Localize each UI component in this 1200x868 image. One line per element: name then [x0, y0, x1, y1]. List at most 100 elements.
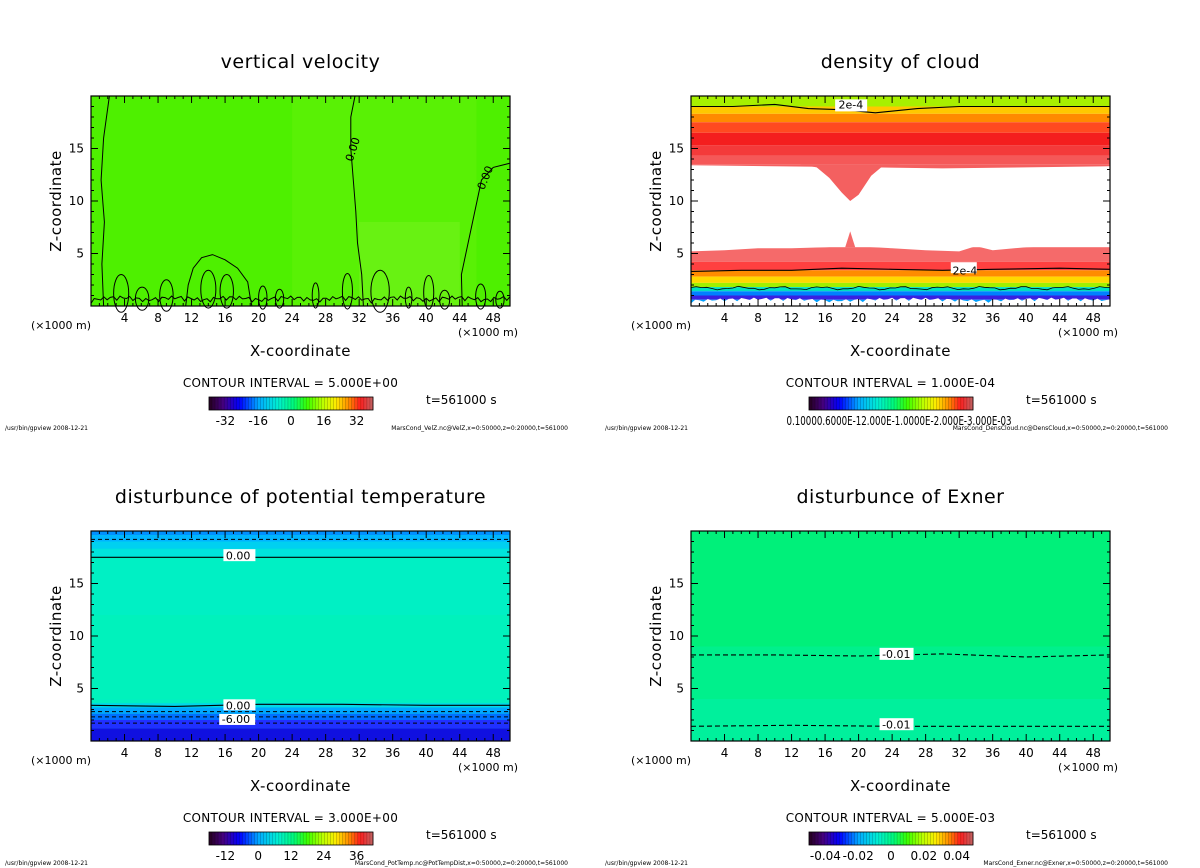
cloud-band [691, 276, 1110, 283]
colorbar-swatch [351, 397, 356, 410]
x-tick-label: 12 [784, 311, 799, 325]
y-tick-label: 10 [669, 194, 684, 208]
contour-line [185, 254, 253, 307]
colorbar-swatch [269, 832, 274, 845]
field-image [690, 96, 1111, 306]
colorbar-swatch [809, 832, 813, 845]
colorbar-swatch [212, 832, 216, 845]
colorbar-swatch [306, 832, 310, 845]
colorbar-swatch [954, 397, 959, 410]
colorbar-swatch [239, 832, 243, 845]
x-unit-label-left: (×1000 m) [631, 754, 691, 767]
colorbar [808, 396, 974, 411]
colorbar-swatch [894, 832, 898, 845]
contour-label: 2e-4 [838, 99, 863, 112]
colorbar-swatch [957, 397, 962, 410]
colorbar-swatch [257, 397, 262, 410]
colorbar-swatch [318, 832, 322, 845]
colorbar-swatch [330, 397, 334, 410]
colorbar-swatch [930, 832, 934, 845]
colorbar-swatch [357, 397, 362, 410]
temperature-band [91, 615, 510, 699]
x-tick-label: 40 [1019, 311, 1034, 325]
colorbar-swatch [848, 397, 852, 410]
colorbar-swatch [348, 832, 353, 845]
colorbar-tick-label: -0.02 [843, 849, 874, 863]
x-tick-label: 8 [754, 311, 762, 325]
colorbar-swatch [945, 397, 950, 410]
cloud-band [691, 155, 1110, 165]
colorbar-swatch [851, 397, 855, 410]
x-unit-label-left: (×1000 m) [631, 319, 691, 332]
colorbar-swatch [230, 832, 234, 845]
x-axis-title: X-coordinate [850, 342, 951, 360]
y-tick-label: 10 [69, 194, 84, 208]
x-tick-label: 36 [985, 746, 1000, 760]
x-tick-label: 40 [1019, 746, 1034, 760]
colorbar-swatch [933, 832, 937, 845]
colorbar-swatch [360, 832, 365, 845]
colorbar-swatch [887, 397, 892, 410]
colorbar-swatch [281, 832, 286, 845]
contour-label-bg [879, 647, 914, 660]
colorbar-swatch [857, 397, 862, 410]
colorbar-swatch [218, 397, 222, 410]
contour-line [350, 95, 364, 307]
y-tick-label: 15 [69, 142, 84, 156]
colorbar-swatch [266, 397, 271, 410]
temperature-band [91, 557, 510, 615]
x-unit-label-right: (×1000 m) [1058, 761, 1118, 774]
field-patch [359, 222, 460, 306]
colorbar-swatch [303, 832, 307, 845]
colorbar-swatch [836, 832, 840, 845]
colorbar-swatch [236, 832, 240, 845]
contour-label: -0.01 [882, 648, 910, 661]
colorbar-swatch [830, 832, 834, 845]
colorbar-swatch [915, 397, 919, 410]
x-tick-label: 32 [352, 746, 367, 760]
colorbar-swatch [315, 397, 319, 410]
x-tick-label: 4 [121, 746, 129, 760]
colorbar-swatch [263, 832, 268, 845]
y-tick-label: 5 [676, 682, 684, 696]
source-footer: MarsCond_Exner.nc@Exner,x=0:50000,z=0:20… [983, 860, 1168, 867]
temperature-band [91, 713, 510, 720]
x-tick-label: 24 [284, 311, 299, 325]
contour-label-bg [879, 718, 914, 731]
colorbar-swatch [339, 832, 344, 845]
colorbar-swatch [257, 832, 262, 845]
colorbar-swatch [818, 832, 822, 845]
time-label: t=561000 s [426, 393, 497, 407]
colorbar-swatch [933, 397, 937, 410]
contour-line [90, 295, 511, 304]
x-tick-label: 4 [721, 311, 729, 325]
colorbar-swatch [284, 397, 289, 410]
colorbar-swatch [839, 397, 843, 410]
colorbar-swatch [912, 397, 916, 410]
colorbar-swatch [854, 397, 858, 410]
colorbar-tick-label: 0 [254, 849, 262, 863]
contour-bubble [423, 275, 435, 310]
colorbar-swatch [815, 397, 819, 410]
contour-label: 0.00 [226, 700, 251, 713]
colorbar-swatch [884, 397, 889, 410]
colorbar-swatch [291, 832, 295, 845]
x-tick-label: 20 [851, 311, 866, 325]
colorbar-swatch [869, 832, 874, 845]
time-label: t=561000 s [426, 828, 497, 842]
colorbar-swatch [294, 397, 298, 410]
tick-marks [691, 96, 1110, 306]
colorbar-swatch [363, 397, 368, 410]
colorbar-swatch [872, 397, 877, 410]
program-footer: /usr/bin/gpview 2008-12-21 [605, 860, 688, 867]
x-tick-label: 24 [884, 746, 899, 760]
colorbar-swatch [821, 397, 825, 410]
colorbar-swatch [324, 397, 328, 410]
colorbar-swatch [215, 832, 219, 845]
colorbar-swatch [942, 832, 947, 845]
colorbar-swatch [906, 832, 910, 845]
contour-line [90, 703, 510, 707]
